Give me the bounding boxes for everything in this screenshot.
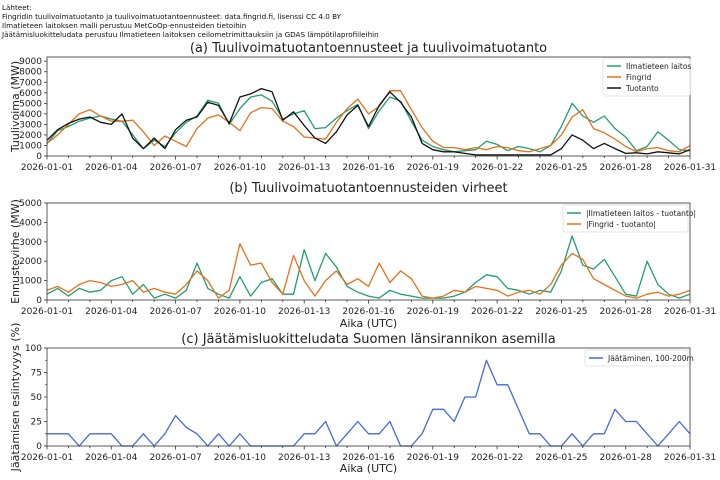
source-line-1: Fingridin tuulivoimatuotanto ja tuulivoi… <box>2 12 342 21</box>
x-tick-label: 2026-01-04 <box>85 163 138 173</box>
y-tick-label: 9000 <box>19 57 42 67</box>
y-tick-label: 50 <box>31 393 43 403</box>
source-line-3: Jäätämisluokitteludata perustuu Ilmatiet… <box>2 30 379 39</box>
y-axis-label: Ennustevirhe (MW) <box>9 199 22 304</box>
x-tick-label: 2026-01-25 <box>535 163 587 173</box>
x-tick-label: 2026-01-16 <box>342 307 395 317</box>
legend-label: |Fingrid - tuotanto| <box>586 220 656 229</box>
subplot-title: (c) Jäätämisluokitteludata Suomen länsir… <box>181 332 555 347</box>
subplot-0: (a) Tuulivoimatuotantoennusteet ja tuuli… <box>9 41 716 173</box>
x-tick-label: 2026-01-31 <box>664 163 716 173</box>
x-tick-label: 2026-01-07 <box>149 307 201 317</box>
subplot-1: (b) Tuulivoimatuotantoennusteiden virhee… <box>9 181 716 330</box>
x-tick-label: 2026-01-13 <box>278 163 330 173</box>
y-tick-label: 0 <box>36 296 42 306</box>
legend-box <box>584 349 689 367</box>
legend-label: Tuotanto <box>625 84 659 93</box>
series-line-0 <box>46 94 691 153</box>
legend-label: Ilmatieteen laitos <box>626 62 691 71</box>
y-axis-label: Jäätämisen esiintyvyys (%) <box>9 323 22 473</box>
y-tick-label: 1000 <box>19 277 42 287</box>
x-tick-label: 2026-01-31 <box>664 453 716 463</box>
x-tick-label: 2026-01-22 <box>471 163 523 173</box>
x-tick-label: 2026-01-13 <box>278 307 330 317</box>
x-axis-label: Aika (UTC) <box>340 317 397 330</box>
x-tick-label: 2026-01-25 <box>535 453 587 463</box>
x-tick-label: 2026-01-04 <box>85 453 138 463</box>
y-tick-label: 1000 <box>19 141 42 151</box>
x-tick-label: 2026-01-10 <box>214 307 267 317</box>
x-tick-label: 2026-01-31 <box>664 307 716 317</box>
y-tick-label: 8000 <box>19 68 42 78</box>
axes-frame <box>46 56 691 157</box>
y-axis-label: Tuulivoima (MW) <box>9 61 22 153</box>
y-tick-label: 100 <box>25 344 42 354</box>
y-tick-label: 75 <box>31 369 42 379</box>
series-line-0 <box>47 359 691 447</box>
x-tick-label: 2026-01-01 <box>21 307 73 317</box>
x-tick-label: 2026-01-28 <box>600 163 653 173</box>
y-tick-label: 0 <box>36 442 42 452</box>
y-tick-label: 6000 <box>19 89 42 99</box>
subplot-2: (c) Jäätämisluokitteludata Suomen länsir… <box>9 323 716 475</box>
x-tick-label: 2026-01-07 <box>149 453 201 463</box>
x-tick-label: 2026-01-22 <box>471 453 523 463</box>
y-tick-label: 2000 <box>19 257 42 267</box>
x-tick-label: 2026-01-16 <box>342 163 395 173</box>
source-line-2: Ilmatieteen laitoksen malli perustuu Met… <box>2 21 247 30</box>
x-tick-label: 2026-01-07 <box>149 163 201 173</box>
subplot-title: (a) Tuulivoimatuotantoennusteet ja tuuli… <box>190 41 547 56</box>
x-tick-label: 2026-01-19 <box>407 453 460 463</box>
sources-heading: Lähteet: <box>2 3 32 12</box>
x-tick-label: 2026-01-19 <box>407 307 460 317</box>
y-tick-label: 4000 <box>19 218 42 228</box>
series-line-2 <box>46 87 691 156</box>
x-tick-label: 2026-01-10 <box>214 163 267 173</box>
x-axis-label: Aika (UTC) <box>340 462 397 475</box>
legend-label: Jäätäminen, 100-200m <box>607 354 694 363</box>
x-tick-label: 2026-01-22 <box>471 307 523 317</box>
y-tick-label: 3000 <box>19 238 42 248</box>
x-tick-label: 2026-01-19 <box>407 163 460 173</box>
x-tick-label: 2026-01-04 <box>85 307 138 317</box>
y-tick-label: 7000 <box>19 78 42 88</box>
y-tick-label: 5000 <box>19 199 42 209</box>
x-tick-label: 2026-01-28 <box>600 453 653 463</box>
legend-label: |Ilmatieteen laitos - tuotanto| <box>586 209 696 218</box>
x-tick-label: 2026-01-25 <box>535 307 587 317</box>
y-tick-label: 2000 <box>19 131 42 141</box>
y-tick-label: 25 <box>31 418 42 428</box>
x-tick-label: 2026-01-10 <box>214 453 267 463</box>
y-tick-label: 5000 <box>19 99 42 109</box>
legend-box <box>562 204 689 233</box>
y-tick-label: 0 <box>36 152 42 162</box>
x-tick-label: 2026-01-16 <box>342 453 395 463</box>
x-tick-label: 2026-01-01 <box>21 453 73 463</box>
series-line-1 <box>46 243 691 299</box>
legend-box <box>602 57 691 97</box>
x-tick-label: 2026-01-01 <box>21 163 73 173</box>
x-tick-label: 2026-01-28 <box>600 307 653 317</box>
y-tick-label: 4000 <box>19 110 42 120</box>
subplot-title: (b) Tuulivoimatuotantoennusteiden virhee… <box>229 181 507 196</box>
series-line-1 <box>46 90 691 153</box>
x-tick-label: 2026-01-13 <box>278 453 330 463</box>
y-tick-label: 3000 <box>19 120 42 130</box>
series-line-0 <box>46 235 691 299</box>
legend-label: Fingrid <box>626 73 652 82</box>
